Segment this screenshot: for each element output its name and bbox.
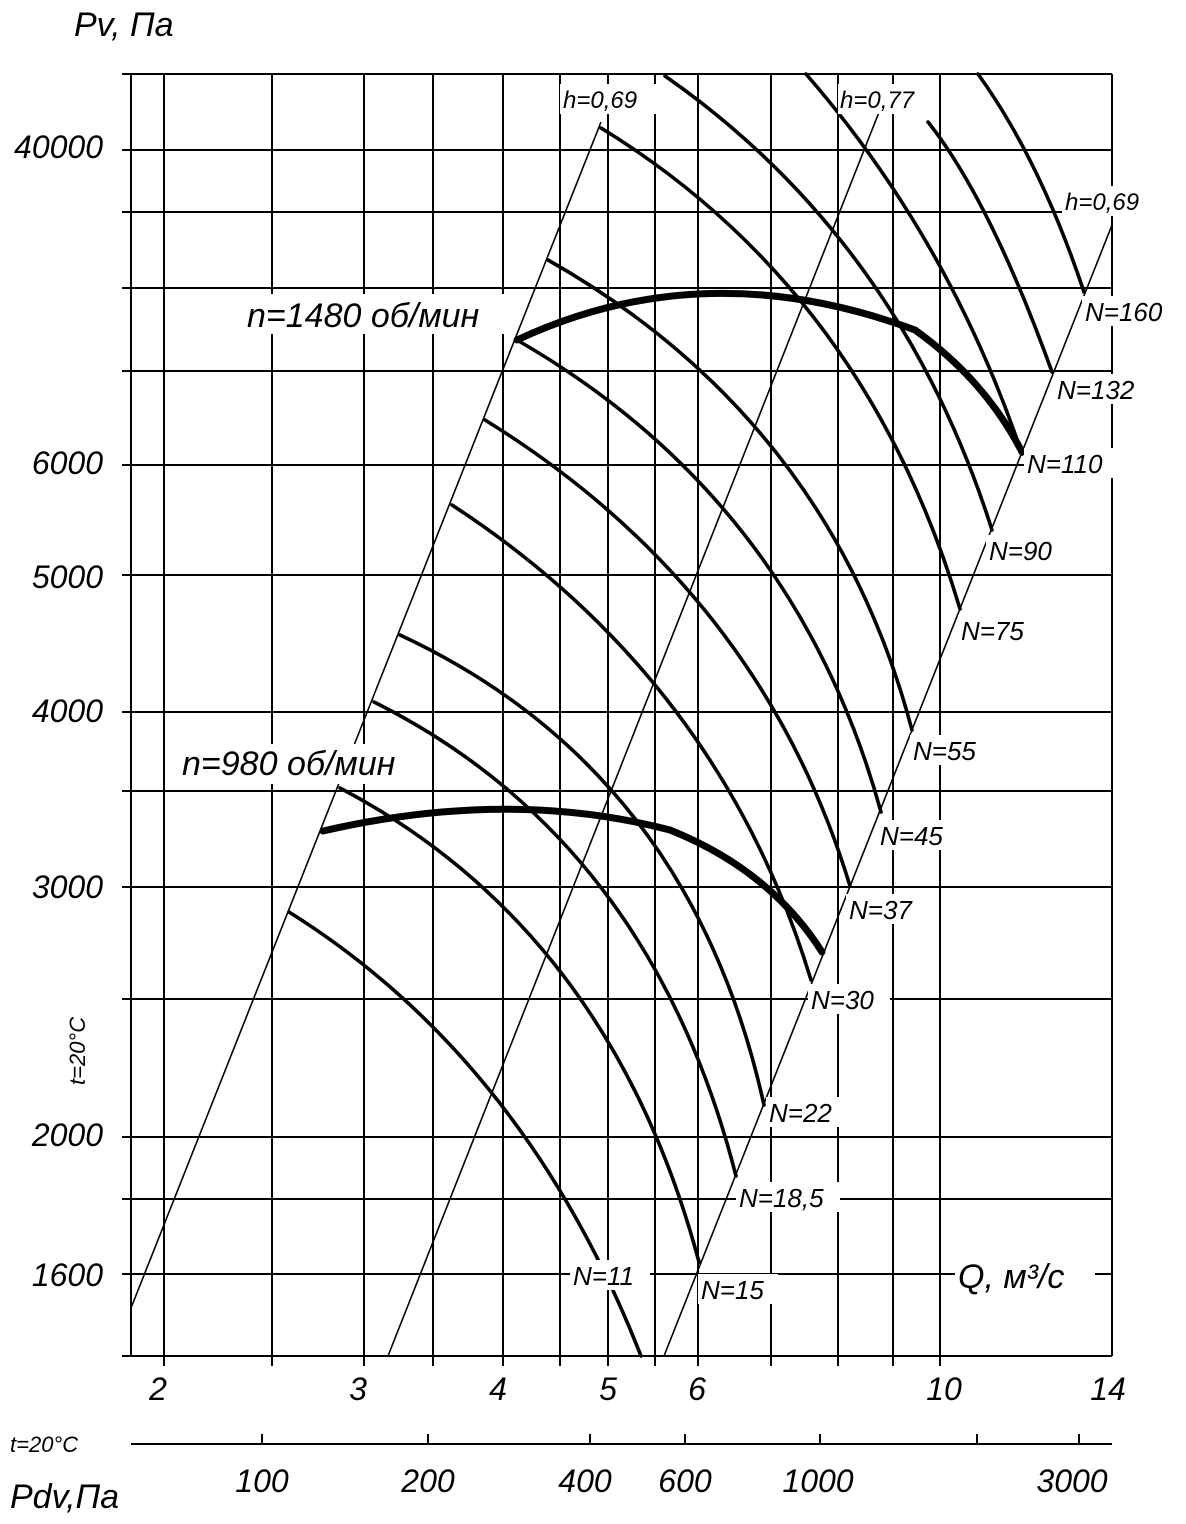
power-labels: N=11 N=15 N=18,5 N=22 N=30 N=37 N=45 N=5… — [570, 296, 1182, 1305]
pdv-tick-label: 1000 — [782, 1463, 853, 1499]
power-label-bg — [877, 820, 959, 850]
grid — [122, 73, 1113, 1366]
speed-label-980: n=980 об/мин — [182, 745, 396, 783]
pdv-tick-label: 600 — [658, 1463, 712, 1499]
y-tick-label: 40000 — [14, 129, 103, 165]
x-tick-label: 4 — [489, 1371, 507, 1407]
temperature-label-bottom: t=20°C — [10, 1432, 78, 1457]
power-label-bg — [570, 1260, 650, 1290]
power-label: N=110 — [1027, 449, 1103, 479]
pdv-axis — [131, 1434, 1112, 1445]
power-label: N=22 — [769, 1098, 832, 1128]
y-axis-title: Pv, Па — [74, 6, 174, 44]
power-curve-n15 — [338, 786, 701, 1264]
power-label-bg — [808, 984, 890, 1014]
x-tick-label: 2 — [148, 1371, 167, 1407]
efficiency-label: h=0,69 — [1065, 189, 1139, 216]
power-label-bg — [986, 535, 1068, 565]
power-curve-n37 — [483, 418, 852, 888]
power-curve-n55 — [546, 258, 914, 732]
power-label-bg — [766, 1097, 848, 1127]
power-curve-n75 — [599, 126, 962, 611]
q-axis-label-bg — [955, 1255, 1095, 1295]
power-label-bg — [1054, 374, 1154, 404]
power-label-bg — [958, 615, 1040, 645]
speed-curves — [319, 289, 1026, 956]
y-tick-label: 2000 — [31, 1117, 103, 1153]
pdv-tick-label: 3000 — [1036, 1463, 1107, 1499]
x-tick-label: 5 — [599, 1371, 617, 1407]
efficiency-label: h=0,77 — [840, 87, 916, 114]
efficiency-label: h=0,69 — [563, 87, 637, 114]
efficiency-label-bg — [838, 84, 938, 114]
power-label: N=132 — [1057, 375, 1135, 405]
power-label-bg — [698, 1274, 778, 1304]
pdv-axis-title: Pdv,Па — [10, 1478, 119, 1516]
efficiency-line-h077 — [387, 96, 886, 1357]
power-curve-n160 — [976, 72, 1086, 294]
efficiency-line-h069-left — [130, 121, 602, 1309]
power-label-bg — [736, 1182, 840, 1212]
x-tick-label: 14 — [1090, 1371, 1126, 1407]
power-label-bg — [1082, 296, 1182, 326]
power-label: N=11 — [573, 1261, 634, 1291]
power-curve-n18-5 — [372, 700, 738, 1178]
x-tick-label: 6 — [688, 1371, 706, 1407]
y-tick-label: 3000 — [32, 869, 103, 905]
power-label: N=37 — [849, 895, 913, 925]
power-label: N=30 — [811, 985, 874, 1015]
pdv-tick-label: 100 — [235, 1463, 289, 1499]
efficiency-label-bg — [560, 84, 658, 114]
efficiency-label-bg — [1062, 186, 1162, 216]
power-label-bg — [846, 894, 928, 924]
power-curves — [287, 72, 1086, 1358]
power-curve-n132 — [926, 120, 1054, 374]
y-tick-label: 1600 — [32, 1257, 103, 1293]
power-label-bg — [1024, 448, 1124, 478]
pdv-tick-label: 400 — [558, 1463, 612, 1499]
pdv-tick-label: 200 — [400, 1463, 455, 1499]
power-curve-n22 — [398, 633, 766, 1107]
speed-label-bg — [244, 294, 514, 334]
power-label: N=160 — [1085, 297, 1163, 327]
efficiency-line-h069-right — [663, 224, 1113, 1357]
power-label: N=75 — [961, 616, 1024, 646]
y-tick-label: 5000 — [32, 559, 103, 595]
power-curve-n110 — [804, 72, 1024, 456]
y-tick-label: 6000 — [32, 445, 103, 481]
speed-curve-980 — [319, 805, 826, 956]
power-label: N=18,5 — [739, 1183, 824, 1213]
temperature-label-vertical: t=20°C — [65, 1017, 90, 1085]
power-curve-n45 — [515, 338, 883, 814]
power-label: N=55 — [913, 736, 976, 766]
speed-label-bg — [180, 744, 432, 784]
power-label: N=15 — [701, 1275, 764, 1305]
x-tick-label: 10 — [926, 1371, 962, 1407]
speed-label-1480: n=1480 об/мин — [247, 297, 480, 335]
x-tick-label: 3 — [349, 1371, 367, 1407]
speed-curve-1480 — [513, 289, 1026, 456]
power-label: N=90 — [989, 536, 1052, 566]
x-axis-title: Q, м³/с — [958, 1258, 1064, 1296]
efficiency-lines — [130, 96, 1113, 1357]
power-label-bg — [910, 735, 992, 765]
y-tick-label: 4000 — [32, 693, 103, 729]
power-curve-n90 — [663, 74, 994, 532]
power-label: N=45 — [880, 821, 943, 851]
